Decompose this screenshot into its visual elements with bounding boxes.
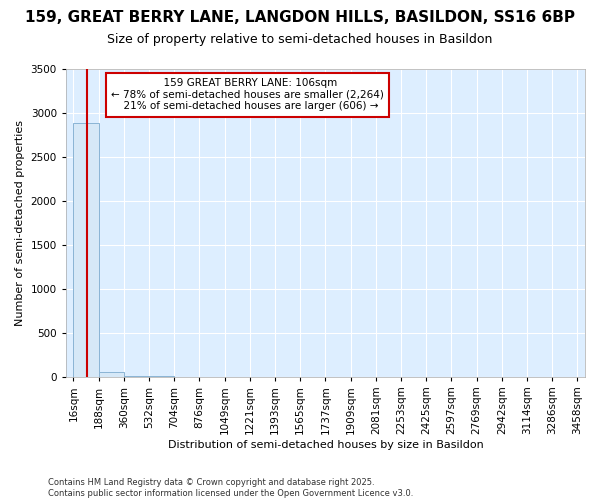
X-axis label: Distribution of semi-detached houses by size in Basildon: Distribution of semi-detached houses by … [167, 440, 483, 450]
Bar [98, 372, 124, 376]
Text: Contains HM Land Registry data © Crown copyright and database right 2025.
Contai: Contains HM Land Registry data © Crown c… [48, 478, 413, 498]
Text: 159, GREAT BERRY LANE, LANGDON HILLS, BASILDON, SS16 6BP: 159, GREAT BERRY LANE, LANGDON HILLS, BA… [25, 10, 575, 25]
Bar [73, 122, 98, 376]
Y-axis label: Number of semi-detached properties: Number of semi-detached properties [15, 120, 25, 326]
Text: Size of property relative to semi-detached houses in Basildon: Size of property relative to semi-detach… [107, 32, 493, 46]
Text: 159 GREAT BERRY LANE: 106sqm
← 78% of semi-detached houses are smaller (2,264)
 : 159 GREAT BERRY LANE: 106sqm ← 78% of se… [111, 78, 384, 112]
